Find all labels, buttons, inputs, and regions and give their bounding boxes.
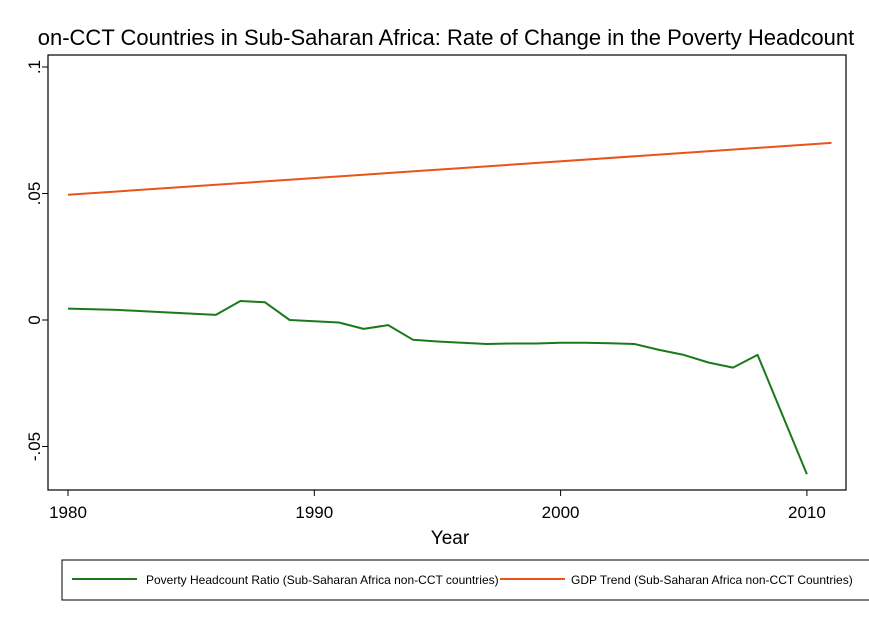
legend: Poverty Headcount Ratio (Sub-Saharan Afr… [61, 559, 869, 601]
series-layer [67, 141, 832, 475]
y-tick-label: 0 [25, 315, 44, 324]
poverty-headcount-line [67, 300, 808, 475]
x-tick-label: 1980 [49, 503, 87, 522]
x-tick-label: 1990 [295, 503, 333, 522]
x-tick-label: 2010 [788, 503, 826, 522]
x-tick-label: 2000 [542, 503, 580, 522]
y-tick-label: .1 [25, 60, 44, 74]
y-tick-label: -.05 [25, 432, 44, 461]
x-axis: 1980 1990 2000 2010 [49, 490, 826, 522]
plot-area-frame [47, 54, 847, 491]
legend-label-poverty: Poverty Headcount Ratio (Sub-Saharan Afr… [146, 573, 499, 587]
legend-label-gdp: GDP Trend (Sub-Saharan Africa non-CCT Co… [571, 573, 853, 587]
y-axis: -.05 0 .05 .1 [25, 60, 48, 461]
x-axis-label: Year [431, 528, 470, 549]
legend-box [61, 559, 869, 601]
chart-title: on-CCT Countries in Sub-Saharan Africa: … [38, 25, 855, 50]
gdp-trend-line [67, 141, 832, 196]
y-tick-label: .05 [25, 182, 44, 206]
